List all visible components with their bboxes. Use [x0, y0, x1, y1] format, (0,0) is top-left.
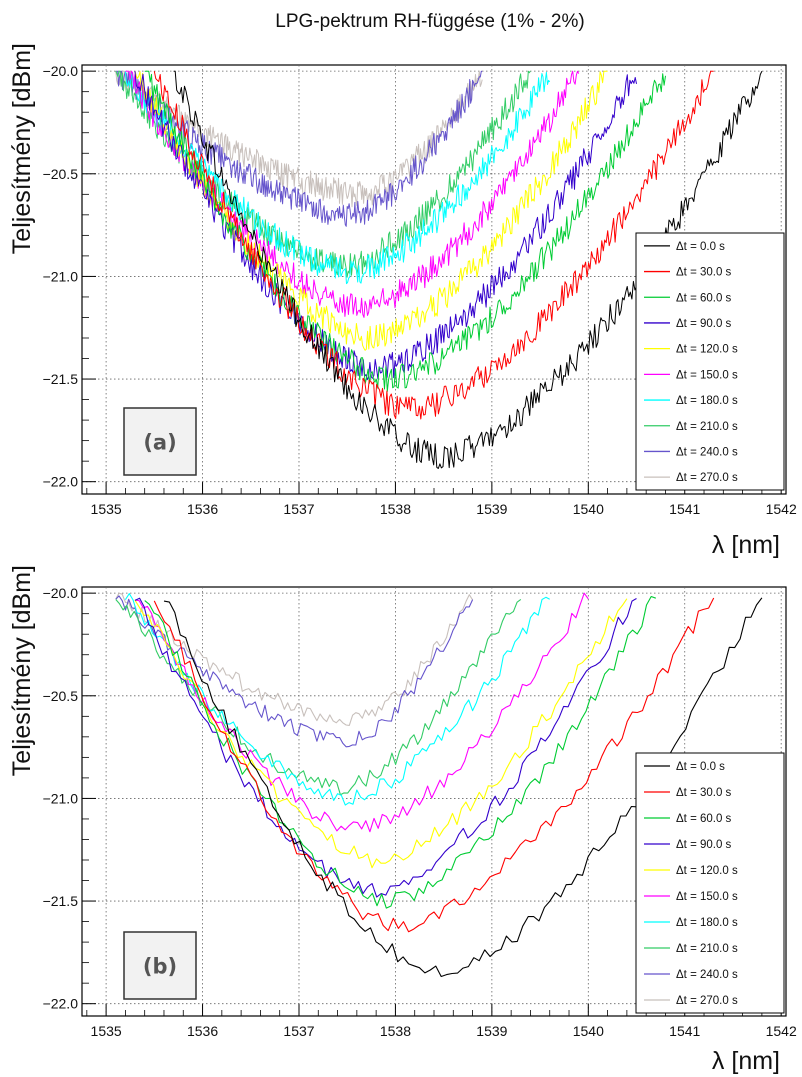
y-tick-label: −20.5	[43, 166, 79, 182]
x-axis-label: λ [nm]	[712, 531, 780, 559]
y-tick-label: −20.0	[43, 63, 79, 79]
legend-entry: Δt = 210.0 s	[676, 943, 738, 955]
series-line	[115, 592, 474, 726]
y-tick-label: −20.0	[43, 585, 79, 601]
series-line	[115, 70, 483, 208]
figure-title: LPG-pektrum RH-függése (1% - 2%)	[275, 11, 584, 32]
legend-entry: Δt = 30.0 s	[676, 787, 732, 799]
x-tick-label: 1539	[476, 1023, 507, 1039]
legend-entry: Δt = 180.0 s	[676, 917, 738, 929]
series-line	[115, 595, 474, 748]
x-tick-label: 1538	[380, 501, 411, 517]
series-line	[134, 592, 589, 833]
y-axis-label: Teljesítmény [dBm]	[8, 43, 36, 254]
series-line	[144, 595, 656, 909]
legend: Δt = 0.0 s Δt = 30.0 s Δt = 60.0 s Δt = 90.…	[635, 752, 785, 1014]
y-tick-label: −21.5	[43, 371, 79, 387]
x-tick-label: 1541	[669, 501, 700, 517]
series-line	[153, 597, 715, 933]
legend-box	[635, 232, 785, 491]
chart-panel-a: 1535 1536 1537 1538 1539 1540 1541 1542 −20.0 −20…	[8, 43, 797, 559]
x-tick-label: 1537	[283, 1023, 314, 1039]
x-tick-label: 1539	[476, 501, 507, 517]
legend-entry: Δt = 240.0 s	[676, 969, 738, 981]
x-tick-label: 1542	[766, 1023, 797, 1039]
x-tick-label: 1538	[380, 1023, 411, 1039]
y-tick-label: −21.5	[43, 893, 79, 909]
legend-entry: Δt = 60.0 s	[676, 292, 732, 304]
legend-box	[635, 752, 785, 1014]
x-tick-label: 1536	[187, 501, 218, 517]
y-tick-label: −22.0	[43, 474, 79, 490]
legend-entry: Δt = 150.0 s	[676, 891, 738, 903]
legend-entry: Δt = 240.0 s	[676, 446, 738, 458]
y-tick-label: −21.0	[43, 790, 79, 806]
x-tick-label: 1542	[766, 501, 797, 517]
x-tick-label: 1540	[573, 1023, 604, 1039]
legend-entry: Δt = 60.0 s	[676, 813, 732, 825]
legend-entry: Δt = 270.0 s	[676, 472, 738, 484]
series-line	[115, 70, 483, 227]
legend-entry: Δt = 0.0 s	[676, 761, 725, 773]
series-line	[115, 598, 522, 796]
x-tick-label: 1535	[91, 501, 122, 517]
x-axis-label: λ [nm]	[712, 1047, 780, 1075]
x-tick-label: 1537	[283, 501, 314, 517]
legend-entry: Δt = 210.0 s	[676, 421, 738, 433]
legend-entry: Δt = 180.0 s	[676, 395, 738, 407]
series-line	[115, 70, 531, 278]
y-tick-label: −21.0	[43, 268, 79, 284]
panel-tag-label: (b)	[143, 955, 177, 979]
series-line	[153, 70, 714, 420]
legend: Δt = 0.0 s Δt = 30.0 s Δt = 60.0 s Δt = 90.…	[635, 232, 785, 491]
y-tick-label: −20.5	[43, 688, 79, 704]
y-tick-label: −22.0	[43, 996, 79, 1012]
series-line	[134, 598, 628, 869]
legend-entry: Δt = 120.0 s	[676, 865, 738, 877]
series-line	[124, 71, 551, 285]
chart-panel-b: 1535 1536 1537 1538 1539 1540 1541 1542 −20.0 −20…	[8, 565, 797, 1075]
legend-entry: Δt = 90.0 s	[676, 318, 732, 330]
x-tick-label: 1540	[573, 501, 604, 517]
x-tick-label: 1541	[669, 1023, 700, 1039]
legend-entry: Δt = 270.0 s	[676, 995, 738, 1007]
legend-entry: Δt = 90.0 s	[676, 839, 732, 851]
panel-tag-box	[123, 407, 197, 476]
legend-entry: Δt = 120.0 s	[676, 344, 738, 356]
x-tick-label: 1536	[187, 1023, 218, 1039]
panel-tag-box	[123, 931, 197, 1000]
y-axis-label: Teljesítmény [dBm]	[8, 565, 36, 776]
legend-entry: Δt = 0.0 s	[676, 241, 725, 253]
legend-entry: Δt = 30.0 s	[676, 267, 732, 279]
legend-entry: Δt = 150.0 s	[676, 369, 738, 381]
panel-tag-label: (a)	[143, 431, 176, 455]
x-tick-label: 1535	[91, 1023, 122, 1039]
series-line	[144, 70, 666, 392]
